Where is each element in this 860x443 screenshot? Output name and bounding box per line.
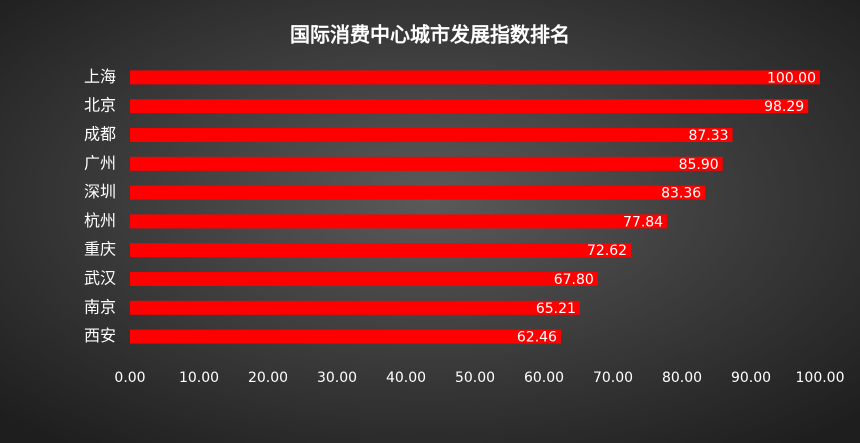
bar bbox=[130, 128, 733, 142]
value-label: 85.90 bbox=[679, 157, 719, 173]
bar bbox=[130, 300, 580, 315]
value-label: 98.29 bbox=[764, 99, 804, 115]
y-tick-label: 上海 bbox=[84, 67, 116, 86]
bar bbox=[130, 156, 723, 171]
bar bbox=[130, 70, 820, 85]
value-label: 83.36 bbox=[661, 186, 701, 202]
x-tick-label: 70.00 bbox=[593, 370, 633, 386]
value-label: 72.62 bbox=[587, 243, 627, 259]
y-tick-label: 成都 bbox=[84, 125, 116, 144]
x-tick-label: 40.00 bbox=[386, 370, 426, 386]
bar bbox=[130, 243, 632, 258]
bar bbox=[130, 272, 598, 286]
y-tick-label: 西安 bbox=[84, 326, 116, 345]
y-tick-label: 深圳 bbox=[84, 182, 116, 201]
x-tick-label: 80.00 bbox=[662, 370, 702, 386]
bar bbox=[130, 329, 561, 344]
x-tick-label: 20.00 bbox=[248, 370, 288, 386]
value-label: 65.21 bbox=[536, 301, 576, 317]
x-tick-label: 90.00 bbox=[731, 370, 771, 386]
y-tick-label: 重庆 bbox=[84, 240, 116, 259]
y-tick-label: 武汉 bbox=[84, 269, 116, 288]
value-label: 62.46 bbox=[517, 330, 557, 346]
value-label: 67.80 bbox=[554, 272, 594, 288]
value-label: 77.84 bbox=[623, 214, 663, 230]
x-tick-label: 0.00 bbox=[114, 370, 145, 386]
x-tick-label: 60.00 bbox=[524, 370, 564, 386]
y-tick-label: 广州 bbox=[84, 153, 116, 172]
x-tick-label: 30.00 bbox=[317, 370, 357, 386]
bar bbox=[130, 99, 809, 114]
value-label: 87.33 bbox=[688, 128, 728, 144]
bar bbox=[130, 214, 668, 229]
x-tick-label: 100.00 bbox=[796, 370, 845, 386]
y-tick-label: 北京 bbox=[84, 96, 116, 115]
x-tick-label: 10.00 bbox=[179, 370, 219, 386]
y-tick-label: 杭州 bbox=[84, 211, 116, 230]
bar bbox=[130, 185, 706, 200]
chart-title: 国际消费中心城市发展指数排名 bbox=[290, 23, 570, 47]
y-tick-label: 南京 bbox=[84, 297, 116, 316]
value-label: 100.00 bbox=[767, 70, 816, 86]
x-tick-label: 50.00 bbox=[455, 370, 495, 386]
